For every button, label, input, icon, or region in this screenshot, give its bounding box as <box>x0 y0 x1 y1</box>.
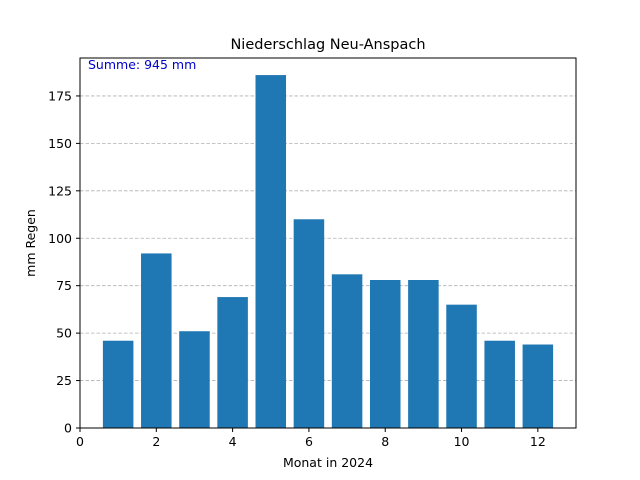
y-tick-label: 125 <box>48 183 72 198</box>
bars <box>102 75 554 429</box>
bar <box>141 253 172 428</box>
y-tick-label: 25 <box>56 373 72 388</box>
y-tick-label: 150 <box>48 136 72 151</box>
bar <box>522 344 554 428</box>
bar <box>446 304 477 428</box>
bar <box>408 280 439 428</box>
x-axis-label: Monat in 2024 <box>283 455 373 470</box>
bar <box>102 340 134 428</box>
bar <box>179 331 210 428</box>
x-axis-ticks: 0 2 4 6 8 10 12 <box>76 428 546 449</box>
chart-title: Niederschlag Neu-Anspach <box>230 37 425 53</box>
bar <box>255 75 287 429</box>
x-tick-label: 8 <box>381 434 389 449</box>
annotation-total: Summe: 945 mm <box>88 57 196 72</box>
y-tick-label: 100 <box>48 231 72 246</box>
y-axis-label: mm Regen <box>23 209 38 277</box>
x-tick-label: 2 <box>152 434 160 449</box>
x-tick-label: 10 <box>454 434 470 449</box>
bar <box>369 280 401 428</box>
y-axis-ticks: 0 25 50 75 100 125 150 175 <box>48 88 80 436</box>
y-tick-label: 175 <box>48 88 72 103</box>
bar <box>484 340 515 428</box>
plot-frame <box>79 57 577 429</box>
y-tick-label: 75 <box>56 278 72 293</box>
x-tick-label: 6 <box>305 434 313 449</box>
y-tick-label: 0 <box>64 421 72 436</box>
x-tick-label: 0 <box>76 434 84 449</box>
x-tick-label: 12 <box>530 434 546 449</box>
y-tick-label: 50 <box>56 326 72 341</box>
bar <box>293 219 325 428</box>
bar <box>217 297 248 428</box>
bar <box>331 274 363 428</box>
x-tick-label: 4 <box>229 434 237 449</box>
